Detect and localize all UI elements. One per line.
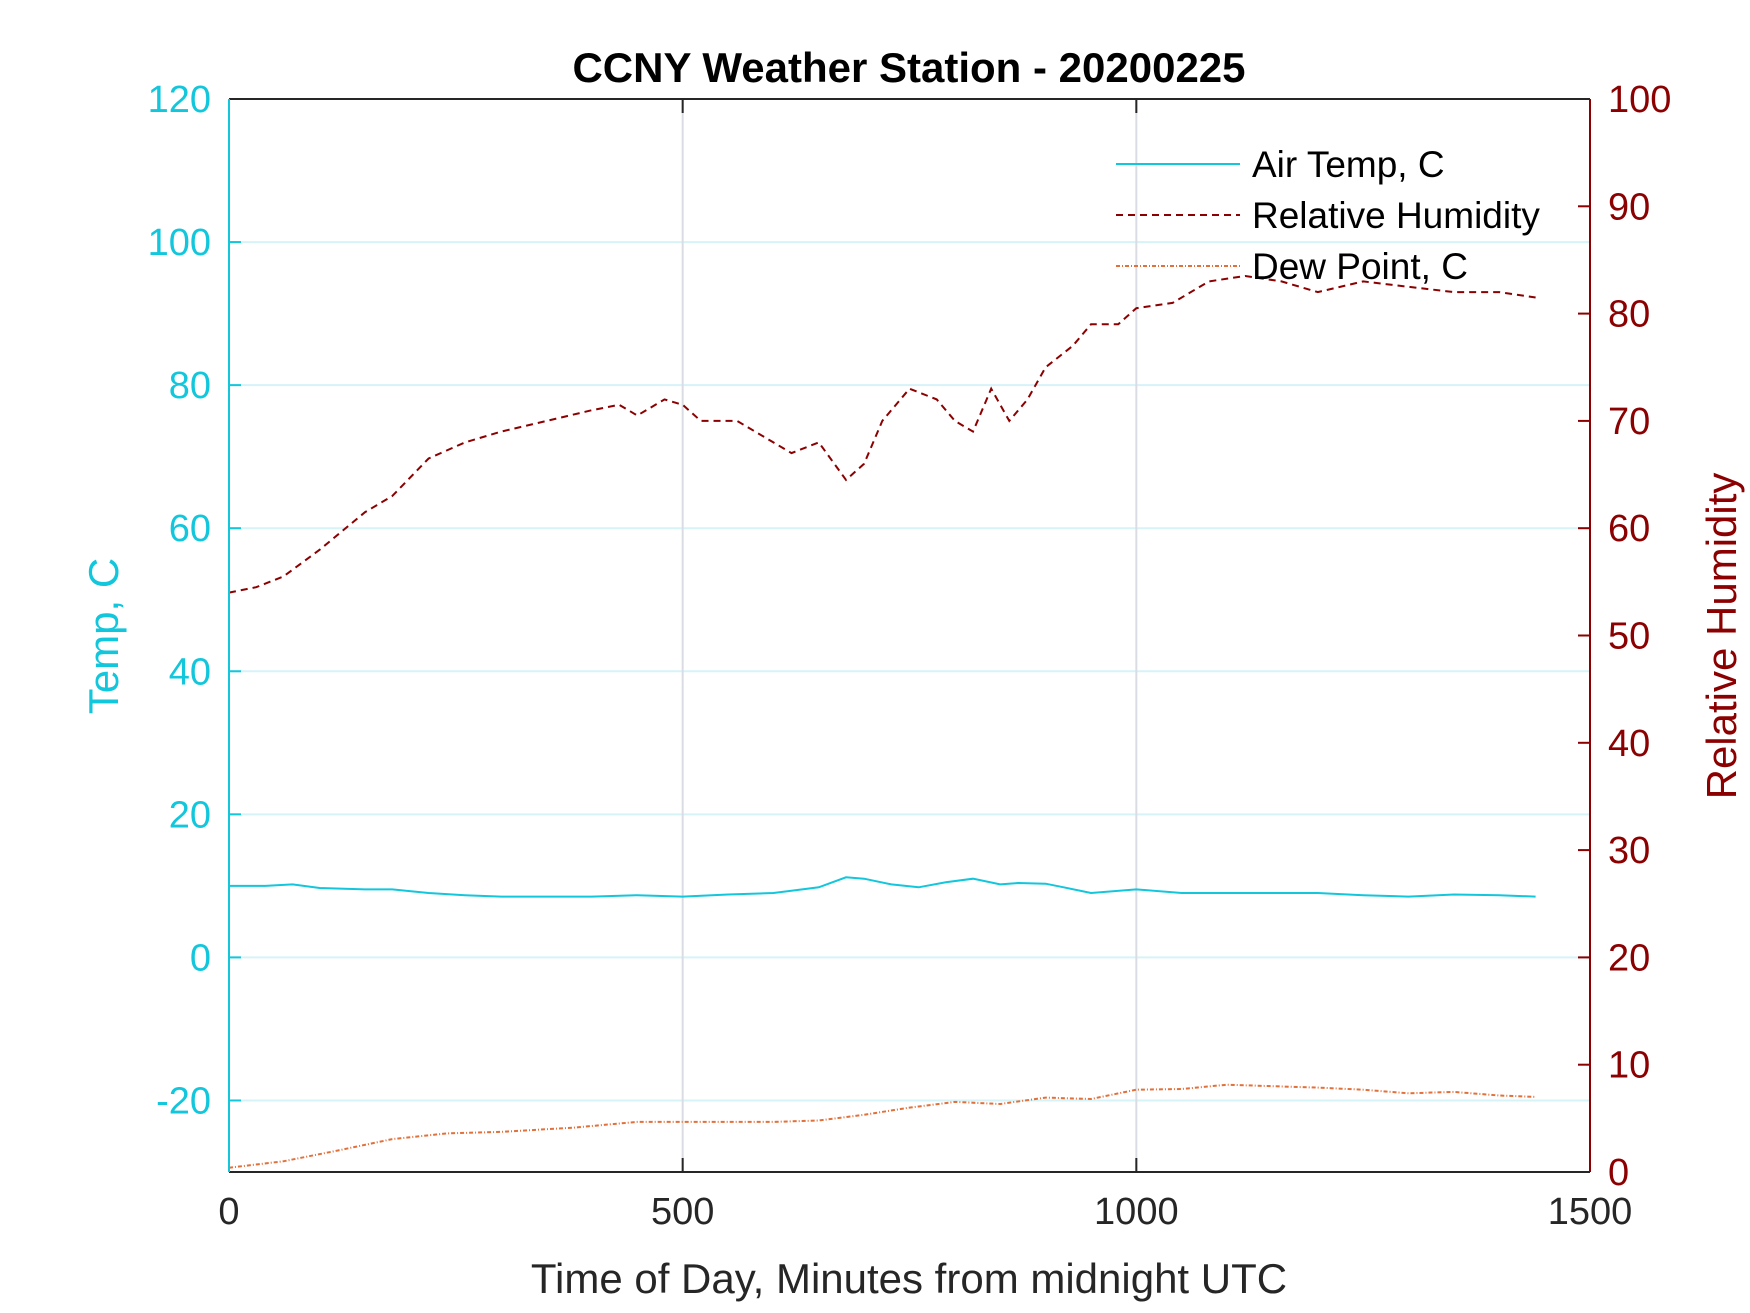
x-tick-label: 1000 [1094,1191,1179,1233]
series-line-dew-point-c [228,1083,1536,1169]
y-tick-label-right: 40 [1608,723,1650,765]
y-tick-label-right: 30 [1608,830,1650,872]
grid [229,98,1590,1172]
series-line-air-temp-c [229,876,1536,898]
legend-label: Relative Humidity [1252,195,1540,236]
y-tick-label-right: 90 [1608,186,1650,228]
y-tick-label-left: 40 [169,651,211,693]
y-tick-label-left: 80 [169,365,211,407]
x-tick-label: 500 [651,1191,714,1233]
y-tick-label-left: 100 [148,222,211,264]
chart-title: CCNY Weather Station - 20200225 [572,44,1245,91]
y-tick-label-right: 10 [1608,1045,1650,1087]
legend-label: Dew Point, C [1252,246,1468,287]
y-tick-label-right: 0 [1608,1152,1629,1194]
y-tick-label-right: 70 [1608,401,1650,443]
series-layer [228,274,1536,1169]
x-tick-label: 1500 [1548,1191,1633,1233]
series-line-relative-humidity [228,274,1536,594]
y-tick-label-left: 20 [169,794,211,836]
legend-label: Air Temp, C [1252,144,1445,185]
y-tick-label-right: 20 [1608,937,1650,979]
y-axis-label-left: Temp, C [80,558,127,714]
y-tick-label-right: 80 [1608,294,1650,336]
x-tick-label: 0 [218,1191,239,1233]
y-tick-label-left: 60 [169,508,211,550]
y-tick-label-right: 60 [1608,508,1650,550]
y-tick-label-left: -20 [156,1080,211,1122]
y-axis-label-right: Relative Humidity [1698,473,1745,800]
y-tick-label-left: 0 [190,937,211,979]
y-tick-label-left: 120 [148,79,211,121]
y-tick-label-right: 50 [1608,616,1650,658]
y-tick-label-right: 100 [1608,79,1671,121]
x-axis-label: Time of Day, Minutes from midnight UTC [531,1255,1287,1302]
legend: Air Temp, C Relative Humidity Dew Point, C [1116,144,1540,287]
